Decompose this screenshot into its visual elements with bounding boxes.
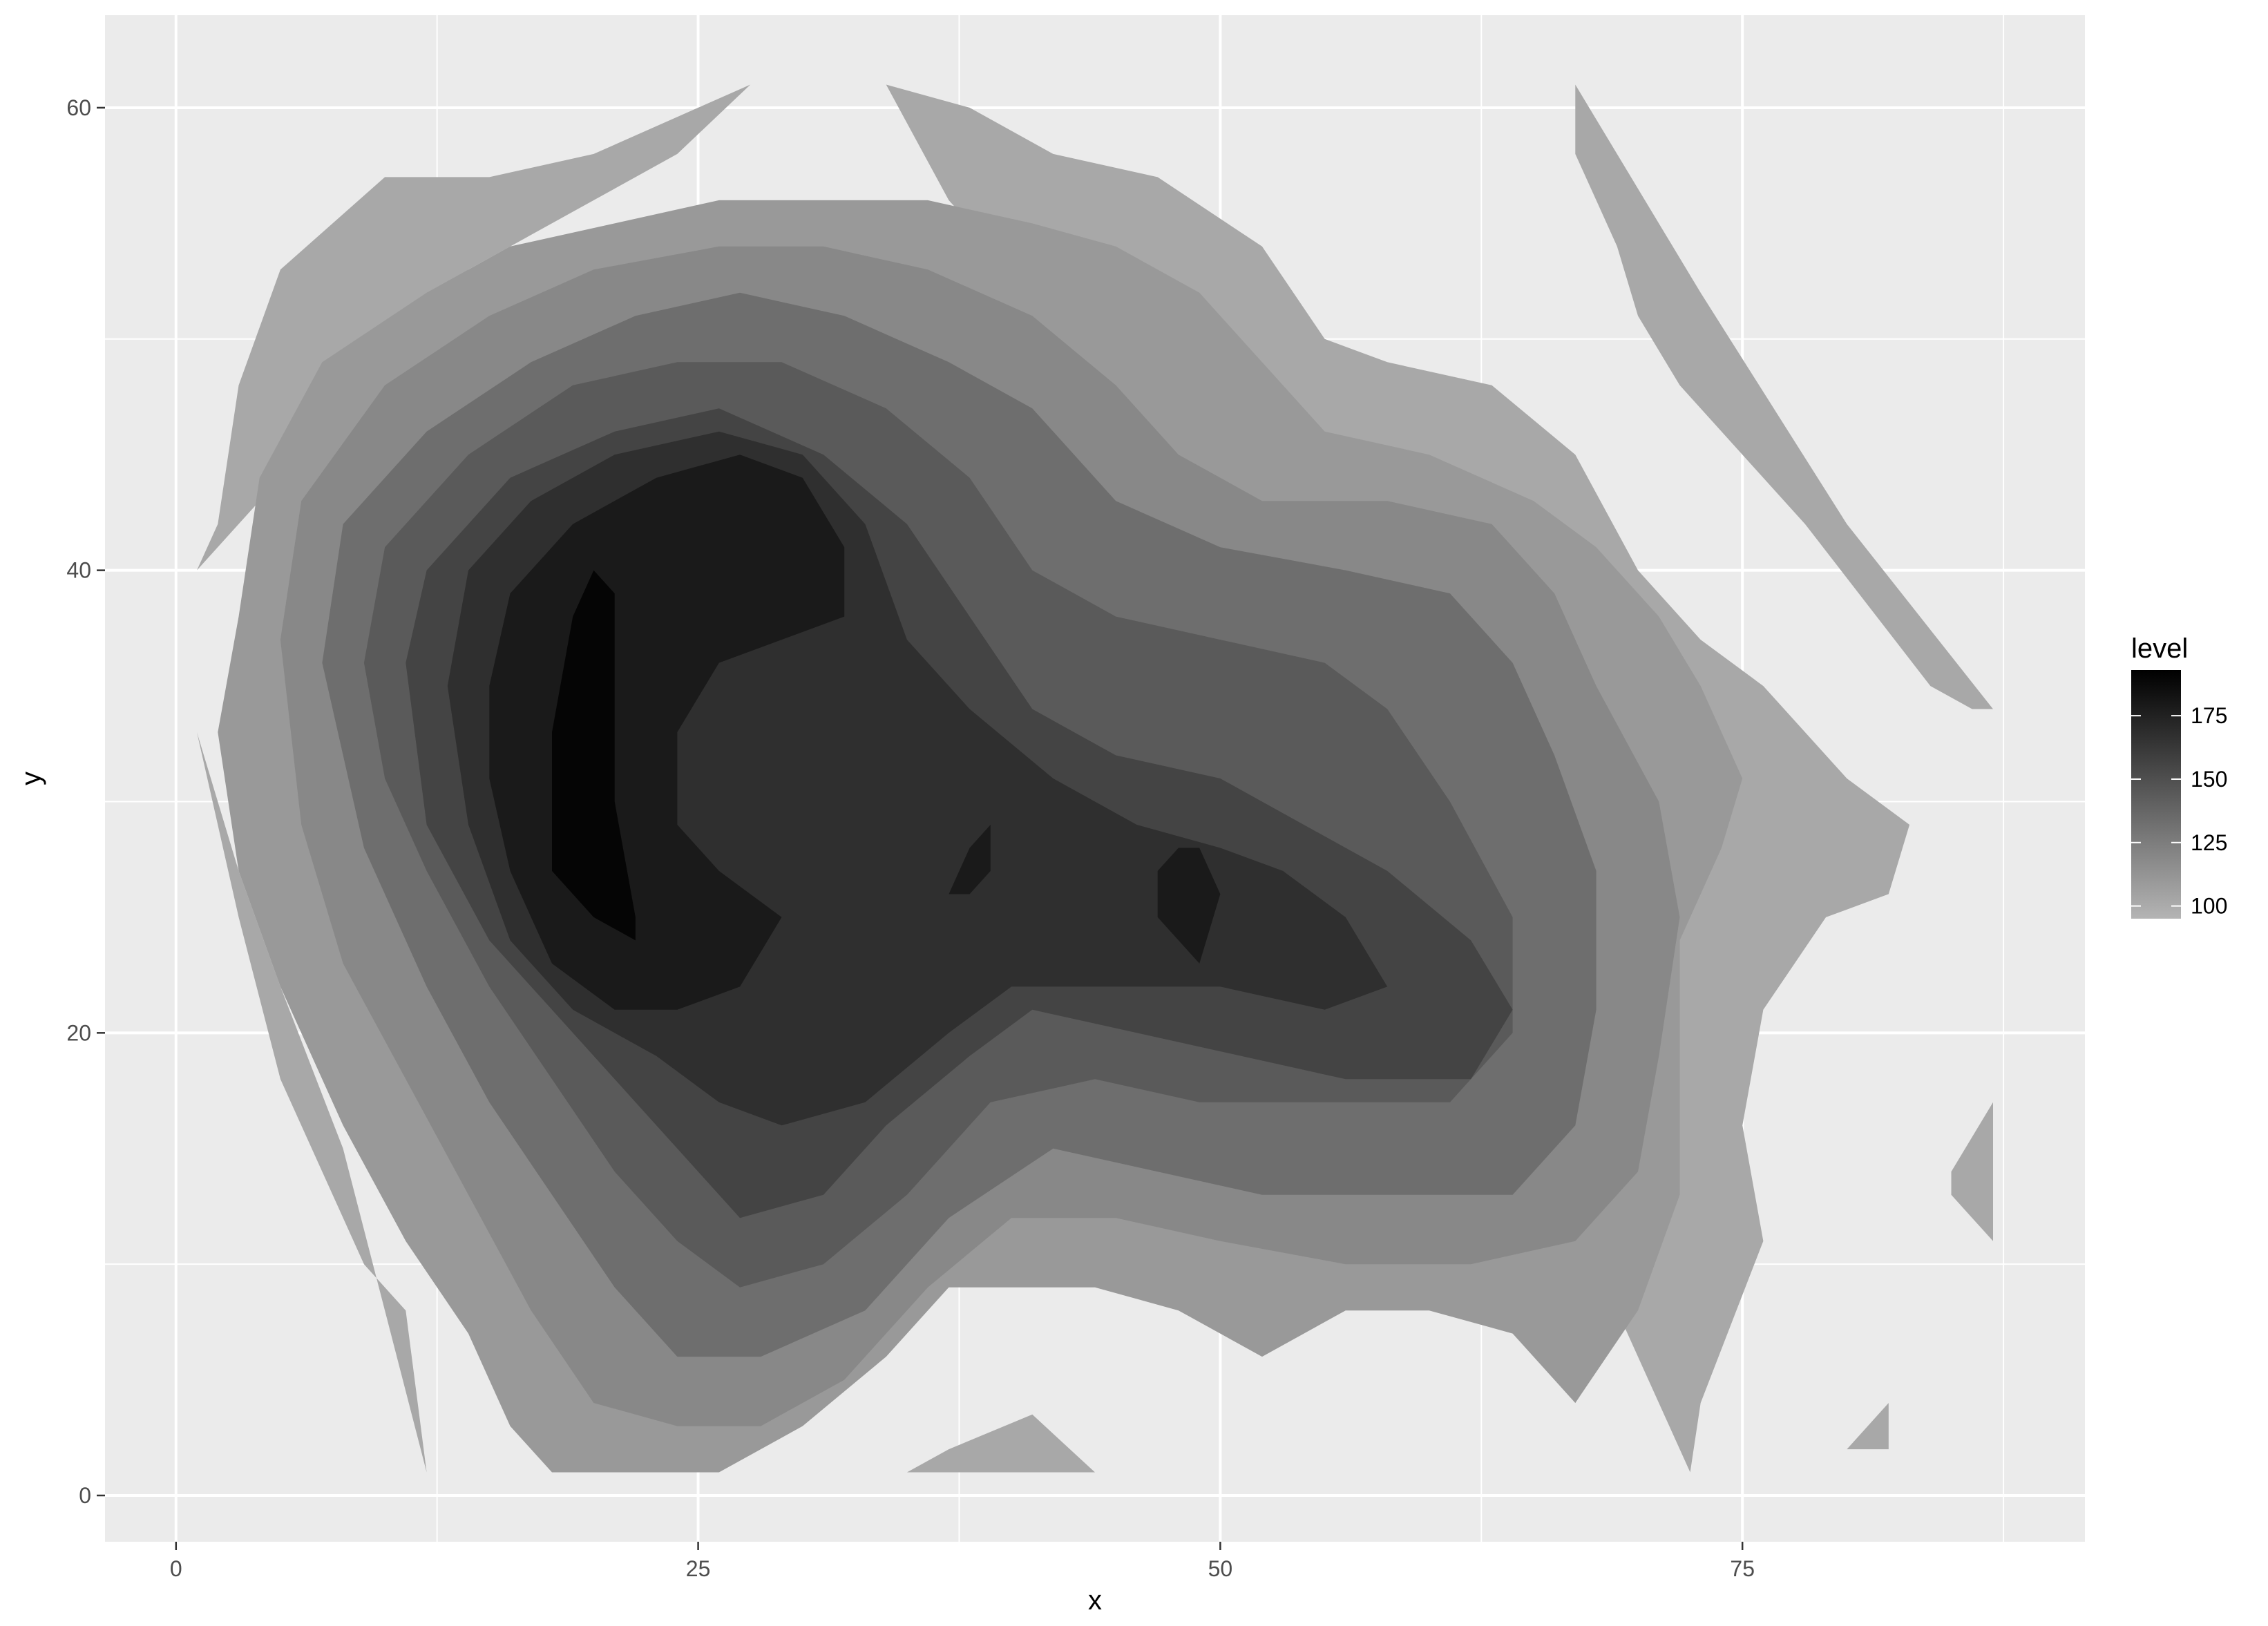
legend-title: level bbox=[2131, 633, 2188, 664]
x-tick-label: 0 bbox=[170, 1556, 182, 1581]
legend-tick-label: 100 bbox=[2191, 894, 2227, 919]
legend-tick-label: 175 bbox=[2191, 703, 2227, 728]
legend-ticks: 100 125 150 175 bbox=[2131, 703, 2227, 919]
x-tick-label: 50 bbox=[1208, 1556, 1233, 1581]
y-axis-title: y bbox=[16, 772, 46, 785]
contour-region-level-100-5 bbox=[1951, 1102, 1993, 1241]
contour-region-level-185-0 bbox=[552, 570, 636, 941]
legend-tick-label: 125 bbox=[2191, 830, 2227, 855]
legend: level 100 125 150 175 bbox=[2131, 633, 2227, 919]
contour-region-level-170-1 bbox=[1157, 848, 1221, 964]
y-tick-label: 20 bbox=[66, 1020, 91, 1045]
contour-region-level-100-0 bbox=[197, 84, 751, 571]
y-tick-label: 0 bbox=[79, 1483, 91, 1508]
contour-region-level-100-4 bbox=[906, 1414, 1095, 1473]
x-axis: 0 25 50 75 bbox=[170, 1542, 1755, 1581]
legend-colorbar bbox=[2131, 670, 2181, 919]
x-tick-label: 25 bbox=[686, 1556, 711, 1581]
legend-tick-label: 150 bbox=[2191, 767, 2227, 792]
contour-region-level-100-6 bbox=[1847, 1403, 1889, 1450]
contour-region-level-170-2 bbox=[949, 825, 991, 895]
contour-region-level-100-3 bbox=[197, 732, 427, 1473]
x-axis-title: x bbox=[1088, 1585, 1102, 1616]
y-tick-label: 60 bbox=[66, 95, 91, 120]
x-tick-label: 75 bbox=[1730, 1556, 1755, 1581]
contour-regions bbox=[197, 84, 1993, 1473]
y-axis: 0 20 40 60 bbox=[66, 95, 105, 1508]
y-tick-label: 40 bbox=[66, 558, 91, 583]
